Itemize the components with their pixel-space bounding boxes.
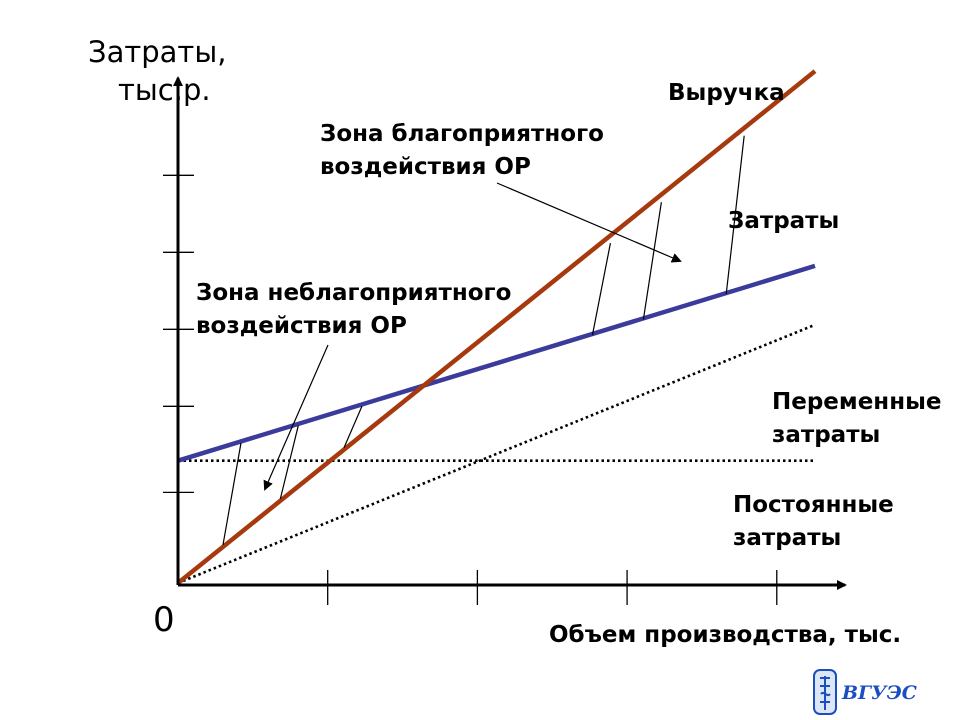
fixed-costs-label-line2: затраты: [733, 525, 841, 551]
y-axis-label-line2: тыс.р.: [118, 73, 211, 107]
fixed-costs-label-line1: Постоянные: [733, 492, 894, 518]
hatch-stroke-6: [725, 135, 745, 295]
unfavorable-zone-pointer: [263, 344, 329, 491]
unfavorable-zone-label-line1: Зона неблагоприятного: [196, 280, 511, 306]
favorable-zone-label-line2: воздействия ОР: [320, 154, 531, 180]
hatch-stroke-2: [279, 425, 299, 500]
origin-label: 0: [153, 600, 175, 640]
logo-emblem-icon: [813, 669, 837, 715]
logo-text: ВГУЭС: [841, 682, 917, 704]
hatch-stroke-4: [591, 243, 612, 336]
university-logo: ВГУЭС: [813, 669, 917, 715]
total-costs-line: [177, 263, 816, 463]
revenue-line: [176, 69, 817, 585]
variable-costs-label-line2: затраты: [772, 422, 880, 448]
series-lines: [176, 69, 817, 585]
revenue-label: Выручка: [668, 80, 785, 106]
hatch-stroke-3: [343, 405, 363, 449]
favorable-zone-pointer: [496, 182, 682, 263]
hatch-stroke-1: [222, 443, 242, 546]
tick-marks: [163, 174, 778, 605]
favorable-zone-label-line1: Зона благоприятного: [320, 121, 604, 147]
variable-costs-label-line1: Переменные: [772, 389, 942, 415]
variable-costs-line: [177, 323, 816, 585]
hatch-stroke-5: [642, 202, 662, 320]
zone-hatching: [222, 135, 745, 546]
y-axis-label-line1: Затраты,: [88, 35, 226, 69]
costs-label: Затраты: [728, 208, 839, 234]
x-axis-label: Объем производства, тыс.: [549, 622, 901, 648]
unfavorable-zone-label-line2: воздействия ОР: [196, 313, 407, 339]
